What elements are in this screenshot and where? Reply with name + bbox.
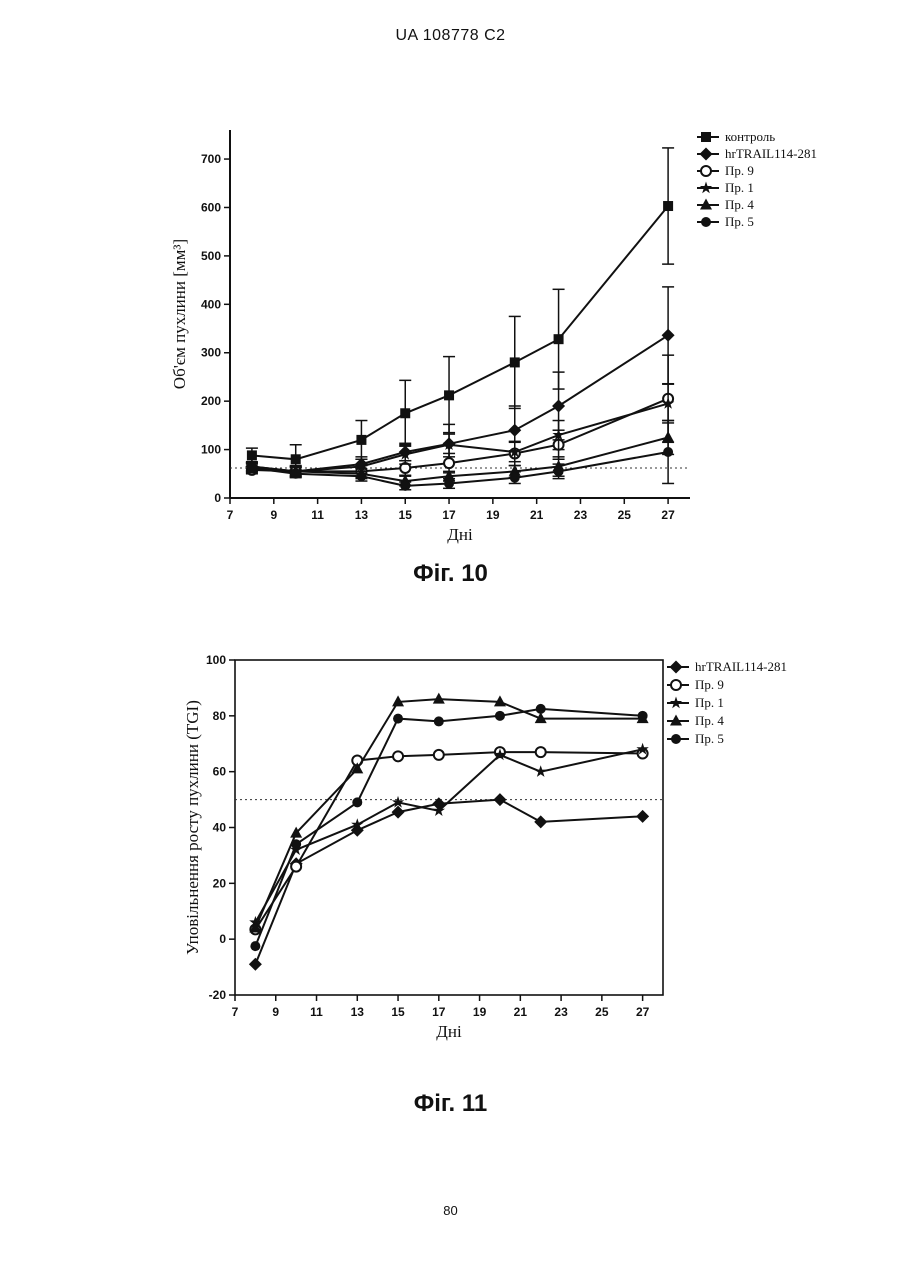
fig10-x-tick-label: 9	[270, 508, 277, 522]
fig10-series-контроль-point	[554, 334, 564, 344]
fig10-series-пр-4	[246, 421, 674, 486]
fig10-series-пр-5-point	[444, 478, 454, 488]
fig10-series-пр-5-point	[510, 473, 520, 483]
fig10-y-axis-title: Об'єм пухлини [мм³]	[170, 239, 189, 389]
fig10-legend-контроль-label: контроль	[725, 129, 775, 144]
fig10-series-пр-9-line	[252, 399, 668, 472]
fig10-y-tick-label: 500	[201, 249, 221, 263]
fig10-series-hrtrail114-281-point	[552, 400, 565, 413]
fig10-legend-пр-9-label: Пр. 9	[725, 163, 754, 178]
fig10-series-hrtrail114-281-line	[252, 335, 668, 471]
fig10-y-tick-label: 200	[201, 394, 221, 408]
fig10-series-hrtrail114-281-point	[508, 424, 521, 437]
fig10-series-hrtrail114-281	[245, 287, 674, 478]
fig10-y-tick-label: 700	[201, 152, 221, 166]
fig10-series-контроль-point	[356, 435, 366, 445]
fig10-series-контроль-point	[400, 408, 410, 418]
fig10-series-контроль	[246, 148, 674, 474]
fig10-series-контроль-point	[247, 450, 257, 460]
fig10-series-пр-9-point	[444, 458, 454, 468]
fig10-x-tick-label: 27	[661, 508, 675, 522]
fig10-series-контроль-point	[291, 454, 301, 464]
fig10-legend-пр-9-marker	[701, 166, 711, 176]
fig10-y-tick-label: 400	[201, 297, 221, 311]
fig10-x-tick-label: 15	[399, 508, 413, 522]
fig10-series-пр-5-point	[663, 447, 673, 457]
fig10-series-пр-5-point	[356, 471, 366, 481]
fig10-y-tick-label: 0	[214, 491, 221, 505]
fig10-x-axis-title: Дні	[447, 525, 473, 544]
fig10-x-tick-label: 21	[530, 508, 544, 522]
figure-11-caption: Фіг. 11	[0, 1090, 901, 1118]
fig10-x-tick-label: 17	[442, 508, 456, 522]
fig10-series-пр-5-point	[247, 463, 257, 473]
fig10-legend-hrtrail114-281-marker	[700, 148, 713, 161]
tumor-volume-chart: 0 100 200 300 400 500 600 700 7 9 11 13 15 17 19 21 23 25…	[0, 0, 901, 1273]
fig10-legend-пр-5-marker	[701, 217, 711, 227]
fig10-y-tick-label: 100	[201, 443, 221, 457]
fig10-series-контроль-point	[510, 357, 520, 367]
fig10-series-пр-5-point	[554, 466, 564, 476]
fig10-x-tick-label: 7	[227, 508, 234, 522]
fig10-legend-пр-1-label: Пр. 1	[725, 180, 754, 195]
page-number: 80	[0, 1203, 901, 1218]
fig10-x-tick-label: 13	[355, 508, 369, 522]
fig10-legend-пр-4-label: Пр. 4	[725, 197, 754, 212]
fig10-series-пр-5-point	[291, 469, 301, 479]
fig10-y-tick-label: 600	[201, 200, 221, 214]
fig10-series-пр-5-point	[400, 481, 410, 491]
fig10-y-tick-label: 300	[201, 346, 221, 360]
fig10-legend-контроль-marker	[701, 132, 711, 142]
fig10-x-tick-label: 25	[618, 508, 632, 522]
fig10-series-контроль-point	[663, 201, 673, 211]
fig10-series-hrtrail114-281-point	[662, 329, 675, 342]
fig10-legend-пр-5-label: Пр. 5	[725, 214, 754, 229]
fig10-x-tick-label: 23	[574, 508, 588, 522]
fig10-x-tick-label: 11	[311, 508, 324, 522]
fig10-x-tick-label: 19	[486, 508, 500, 522]
figure-10-caption: Фіг. 10	[0, 560, 901, 588]
fig10-series-контроль-point	[444, 390, 454, 400]
fig10-legend-hrtrail114-281-label: hrTRAIL114-281	[725, 146, 817, 161]
